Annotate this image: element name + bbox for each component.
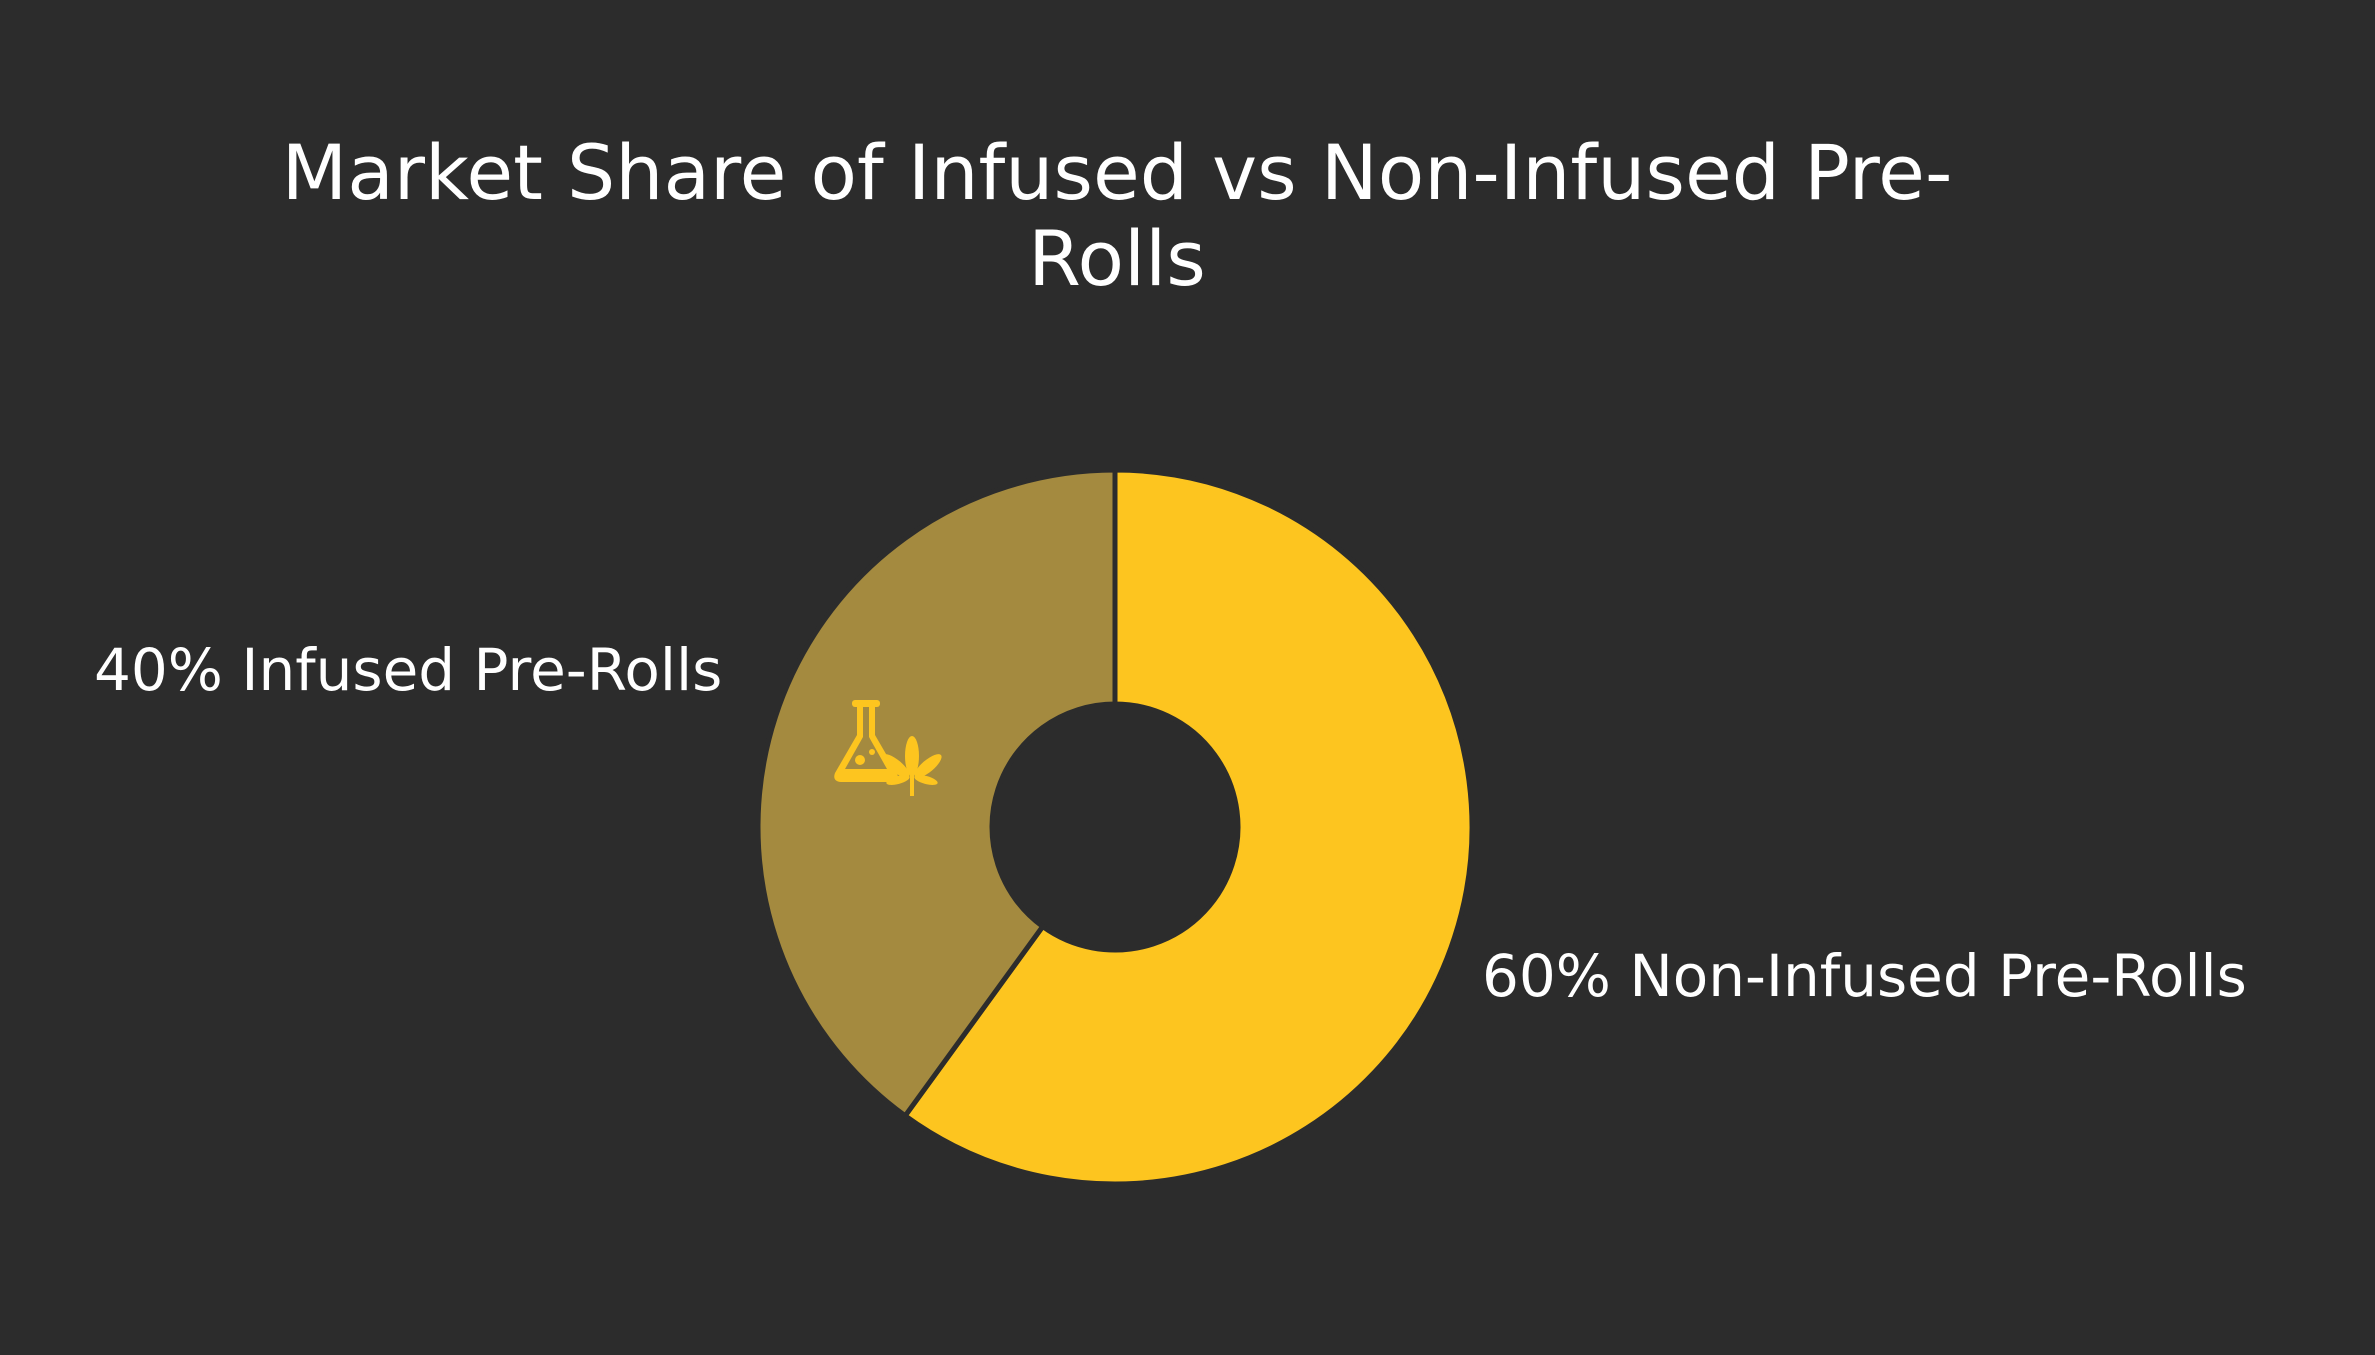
infused-icon [834, 700, 942, 796]
chart-title: Market Share of Infused vs Non-Infused P… [281, 128, 1953, 303]
value-label: 40% [94, 636, 223, 704]
slice-label: 40% Infused Pre-Rolls [94, 636, 722, 704]
category-label: Non-Infused Pre-Rolls [1629, 942, 2247, 1010]
category-label: Infused Pre-Rolls [241, 636, 722, 704]
donut-slice [901, 467, 1475, 1187]
donut-slice [755, 467, 1118, 1120]
slices [755, 467, 1475, 1187]
value-label: 60% [1482, 942, 1611, 1010]
slice-label: 60% Non-Infused Pre-Rolls [1482, 942, 2247, 1010]
